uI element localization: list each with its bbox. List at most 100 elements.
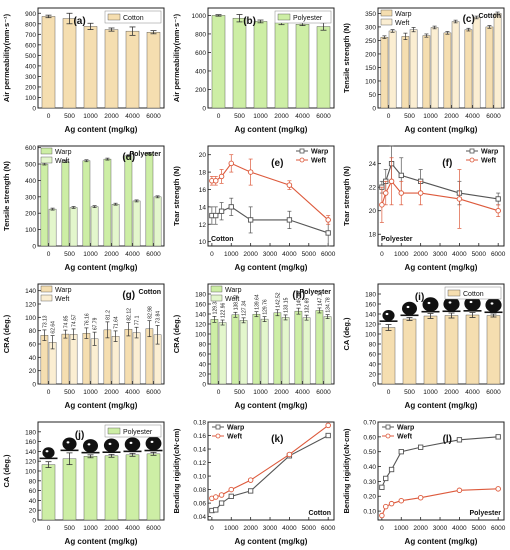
series-line-warp — [381, 436, 499, 488]
x-axis-label: Ag content (mg/kg) — [235, 263, 308, 272]
x-tick-label: 6000 — [491, 251, 506, 258]
y-tick-label: 200 — [365, 51, 376, 58]
x-tick-label: 6000 — [316, 113, 331, 120]
legend-label: Warp — [227, 425, 244, 432]
data-label: 76.16 — [84, 313, 90, 326]
plot-frame — [207, 7, 335, 109]
droplet-highlight — [129, 441, 133, 444]
y-tick-label: 0.10 — [193, 474, 206, 481]
y-tick-label: 0.08 — [193, 487, 206, 494]
x-tick-label: 1000 — [394, 525, 409, 532]
bar — [381, 327, 396, 385]
panel-label: (k) — [271, 434, 283, 445]
plot-frame — [377, 145, 505, 247]
bar — [104, 29, 119, 109]
bar-warp — [124, 155, 133, 247]
droplet-icon — [422, 297, 439, 312]
droplet-icon — [464, 296, 481, 311]
bar-warp — [40, 163, 49, 247]
point-marker — [325, 217, 331, 223]
y-tick-label: 120 — [25, 459, 36, 466]
panel-label: (i) — [415, 292, 424, 303]
y-tick-label: 22 — [369, 185, 377, 192]
y-axis-label: CRA (deg.) — [172, 314, 181, 353]
bar-warp — [40, 335, 49, 385]
panel-label: (a) — [73, 16, 85, 27]
legend-label: Weft — [397, 434, 413, 441]
bar-weft — [323, 316, 332, 385]
panel-label: (l) — [443, 434, 452, 445]
legend-label: Warp — [55, 287, 72, 294]
plot-frame — [377, 7, 505, 109]
bar-weft — [493, 13, 502, 109]
plot-frame — [37, 7, 165, 109]
panel-e: 10 12 14 16 18 20 Tear strength (N) Ag content … — [172, 145, 336, 272]
y-tick-label: 100 — [365, 78, 376, 85]
x-tick-label: 5000 — [302, 525, 317, 532]
point-marker — [218, 492, 225, 498]
bar-warp — [82, 160, 91, 247]
x-tick-label: 4000 — [125, 525, 140, 532]
droplet-surface — [123, 450, 142, 453]
y-axis-label: Bending rigidity(cN·cm) — [172, 428, 181, 514]
bar-warp — [294, 310, 303, 385]
x-tick-label: 5000 — [472, 525, 487, 532]
y-tick-label: 10 — [199, 239, 207, 246]
point-marker — [247, 169, 254, 175]
point-marker — [388, 178, 395, 185]
data-label: 127.34 — [242, 300, 248, 316]
x-axis-label: Ag content (mg/kg) — [235, 537, 308, 546]
bar — [486, 315, 501, 385]
panel-g: 0 20 40 60 80 100 120 140 CRA (deg.) Ag content (… — [2, 283, 165, 410]
y-tick-label: 60 — [199, 352, 207, 359]
bar — [125, 30, 140, 109]
x-axis-label: Ag content (mg/kg) — [65, 401, 138, 410]
legend-label: Weft — [311, 158, 327, 165]
x-tick-label: 1000 — [83, 525, 98, 532]
y-tick-label: 400 — [25, 178, 36, 185]
x-tick-label: 500 — [64, 525, 75, 532]
x-tick-label: 6000 — [321, 525, 336, 532]
x-tick-label: 6000 — [486, 113, 501, 120]
y-tick-label: 140 — [25, 288, 36, 295]
bar-warp — [252, 313, 261, 385]
bar-warp — [124, 329, 133, 385]
y-tick-label: 300 — [365, 24, 376, 31]
y-tick-label: 0.12 — [193, 460, 206, 467]
droplet-icon — [124, 437, 141, 452]
data-label: 138.42 — [233, 295, 239, 311]
droplet-surface — [81, 451, 100, 454]
x-tick-label: 4000 — [452, 251, 467, 258]
y-tick-label: 120 — [195, 322, 206, 329]
panel-j: 0 20 40 60 80 100 120 140 160 180 CA (deg.) Ag cont… — [2, 421, 165, 546]
point-marker — [218, 500, 225, 506]
y-tick-label: 900 — [25, 11, 36, 18]
point-marker — [228, 160, 235, 167]
y-tick-label: 24 — [369, 161, 377, 168]
droplet-highlight — [150, 440, 154, 443]
droplet-icon — [443, 296, 460, 312]
bar-warp — [61, 161, 70, 247]
y-tick-label: 0.06 — [193, 501, 206, 508]
y-tick-label: 20 — [199, 152, 207, 159]
x-tick-label: 4000 — [125, 389, 140, 396]
panel-label: (e) — [271, 158, 283, 169]
x-tick-label: 6000 — [321, 251, 336, 258]
sample-annotation: Cotton — [211, 236, 234, 243]
bar — [83, 456, 98, 521]
data-label: 67.79 — [93, 317, 99, 330]
data-label: 71.64 — [114, 316, 120, 329]
bar-warp — [485, 26, 494, 109]
droplet-highlight — [45, 450, 49, 453]
y-tick-label: 700 — [25, 32, 36, 39]
y-tick-label: 180 — [365, 292, 376, 299]
legend-swatch — [107, 427, 121, 435]
point-marker — [218, 173, 225, 180]
bar-weft — [90, 206, 99, 247]
y-axis-label: CA (deg.) — [342, 317, 351, 351]
x-tick-label: 4000 — [452, 525, 467, 532]
x-tick-label: 5000 — [302, 251, 317, 258]
point-marker — [379, 484, 385, 490]
sample-annotation: Polyester — [299, 289, 331, 296]
